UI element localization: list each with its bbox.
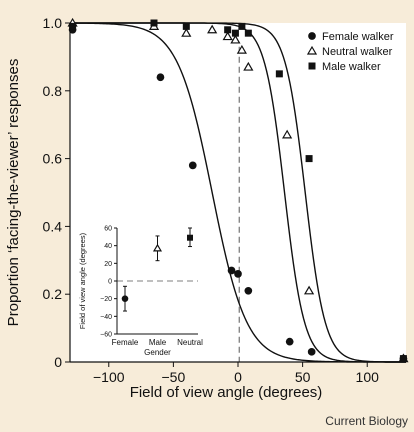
data-point-square-8 bbox=[305, 155, 313, 163]
inset-y-tick-label: −20 bbox=[100, 296, 112, 303]
data-point-circle-4 bbox=[234, 270, 242, 278]
data-point-square-3 bbox=[224, 26, 232, 34]
legend: Female walker Neutral walker Male walker bbox=[306, 31, 394, 73]
x-tick-label: 50 bbox=[295, 369, 311, 385]
y-tick-label: 0.8 bbox=[43, 83, 63, 99]
legend-label: Male walker bbox=[322, 61, 381, 73]
legend-marker-square bbox=[308, 62, 316, 70]
data-point-circle-2 bbox=[188, 161, 197, 170]
data-point-triangle-5 bbox=[230, 34, 241, 44]
y-tick-label: 0.2 bbox=[43, 286, 63, 302]
data-point-circle-5 bbox=[244, 286, 253, 295]
legend-marker-triangle bbox=[306, 45, 318, 55]
inset-y-tick-label: 60 bbox=[104, 226, 112, 233]
data-point-square-2 bbox=[182, 22, 190, 30]
data-point-circle-3 bbox=[227, 266, 236, 275]
legend-marker-circle bbox=[308, 32, 316, 40]
x-tick-label: 100 bbox=[356, 369, 380, 385]
data-point-triangle-9 bbox=[303, 285, 315, 295]
fit-curve-2 bbox=[70, 22, 407, 363]
x-tick-label: −50 bbox=[162, 369, 186, 385]
y-tick-label: 0 bbox=[54, 354, 62, 370]
data-point-square-6 bbox=[244, 29, 252, 37]
data-point-square-0 bbox=[69, 22, 77, 30]
data-point-triangle-8 bbox=[282, 129, 293, 139]
inset-category-label: Neutral bbox=[177, 338, 203, 347]
data-point-square-7 bbox=[275, 70, 283, 78]
inset-y-axis-title: Field of view angle (degrees) bbox=[78, 232, 87, 329]
data-point-circle-6 bbox=[285, 337, 294, 346]
data-point-square-5 bbox=[238, 22, 246, 30]
inset-y-tick-label: 0 bbox=[108, 279, 112, 286]
legend-label: Neutral walker bbox=[322, 46, 393, 58]
inset-point-square bbox=[187, 234, 193, 241]
data-point-circle-1 bbox=[156, 73, 165, 82]
data-point-square-4 bbox=[231, 29, 239, 37]
inset-x-axis-title: Gender bbox=[144, 348, 171, 357]
data-point-triangle-4 bbox=[222, 31, 233, 41]
y-tick-label: 0.6 bbox=[43, 151, 63, 167]
inset-y-tick-label: 20 bbox=[104, 261, 112, 268]
data-point-triangle-2 bbox=[181, 27, 192, 37]
legend-label: Female walker bbox=[322, 31, 394, 43]
data-point-circle-7 bbox=[307, 347, 316, 356]
x-tick-label: −100 bbox=[93, 369, 125, 385]
x-tick-label: 0 bbox=[234, 369, 242, 385]
inset-point-circle bbox=[121, 295, 129, 302]
inset-plot: −60 −40 −20 0 20 40 60 Female Male Neutral Gender F… bbox=[76, 215, 204, 358]
inset-y-tick-label: −40 bbox=[100, 314, 112, 321]
inset-point-triangle bbox=[152, 243, 163, 252]
inset-category-label: Female bbox=[112, 338, 139, 347]
inset-y-tick-label: 40 bbox=[104, 243, 112, 250]
inset-background bbox=[76, 215, 204, 358]
data-point-triangle-6 bbox=[236, 44, 247, 54]
y-tick-label: 0.4 bbox=[43, 218, 63, 234]
y-axis-title: Proportion ‘facing-the-viewer’ responses bbox=[5, 59, 22, 327]
journal-credit: Current Biology bbox=[325, 414, 408, 428]
main-plot: 0 0.2 0.4 0.6 0.8 1.0 −100 −50 0 50 100 Field of vi… bbox=[5, 15, 409, 401]
inset-y-tick-label: −60 bbox=[100, 332, 112, 339]
data-point-square-9 bbox=[399, 355, 407, 363]
y-tick-label: 1.0 bbox=[43, 15, 63, 31]
data-point-square-1 bbox=[150, 19, 158, 27]
x-axis-title: Field of view angle (degrees) bbox=[130, 384, 323, 401]
data-point-triangle-3 bbox=[207, 24, 218, 34]
data-point-triangle-7 bbox=[243, 61, 254, 71]
inset-category-label: Male bbox=[149, 338, 167, 347]
